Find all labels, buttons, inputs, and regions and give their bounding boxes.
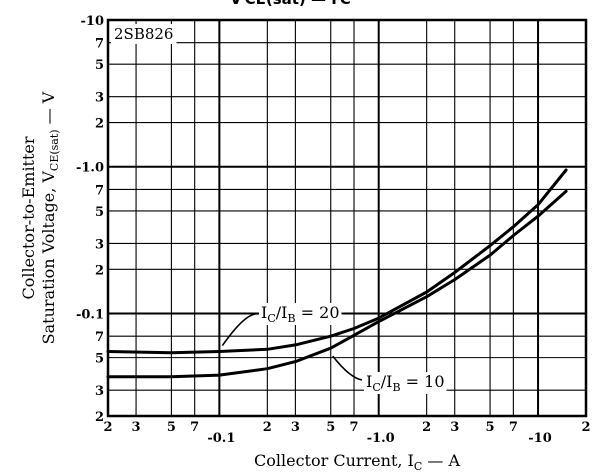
curves	[106, 168, 568, 379]
x-tick-label: 2	[581, 420, 590, 435]
y-tick-label: 5	[95, 205, 104, 220]
x-tick-label: 2	[263, 420, 272, 435]
x-axis-label: Collector Current, IC — A	[254, 451, 460, 473]
y-tick-label: 2	[95, 263, 104, 278]
x-tick-label: 5	[167, 420, 176, 435]
y-tick-label: 3	[95, 237, 104, 252]
series-leader-line	[221, 313, 259, 347]
x-tick-label: -1.0	[367, 431, 395, 446]
x-tick-label: 2	[422, 420, 431, 435]
plot-frame	[106, 18, 588, 418]
y-tick-label: -0.1	[76, 307, 104, 322]
y-tick-label: -10	[81, 14, 105, 29]
y-tick-label: 7	[95, 330, 104, 345]
x-tick-label: 2	[103, 420, 112, 435]
series-labels: IC/IB = 20 IC/IB = 10	[221, 303, 447, 394]
y-tick-label: -1.0	[76, 161, 104, 176]
x-tick-label: -0.1	[207, 431, 235, 446]
part-number: 2SB826	[114, 25, 173, 43]
y-tick-label: 3	[95, 91, 104, 106]
x-tick-labels: 2 3 5 7-0.12 3 5 7-1.02 3 5 7-102	[103, 420, 590, 446]
y-tick-label: 3	[95, 384, 104, 399]
y-tick-label: 5	[95, 58, 104, 73]
x-tick-label: 7	[509, 420, 518, 435]
series-label: IC/IB = 10	[366, 372, 445, 394]
y-tick-label: 7	[95, 37, 104, 52]
y-axis-label-line1: Collector-to-Emitter	[19, 136, 38, 299]
x-tick-label: -10	[528, 431, 552, 446]
y-axis-label: Collector-to-Emitter Saturation Voltage,…	[19, 91, 61, 344]
x-tick-label: 3	[132, 420, 141, 435]
y-tick-label: 5	[95, 352, 104, 367]
x-tick-label: 3	[450, 420, 459, 435]
series-leader-line	[332, 355, 363, 381]
y-axis-label-line2: Saturation Voltage, VCE(sat) — V	[39, 91, 61, 344]
grid	[108, 20, 586, 416]
x-tick-label: 5	[486, 420, 495, 435]
y-tick-labels: 2 3 5 7 -0.1 2 3 5 7 -1.0 2 3 5 7 -10	[76, 14, 104, 425]
series-label: IC/IB = 20	[261, 303, 340, 325]
curve-ic-ib-10	[106, 189, 568, 379]
x-tick-label: 7	[190, 420, 199, 435]
curve-ic-ib-20	[106, 168, 568, 355]
x-tick-label: 5	[326, 420, 335, 435]
y-tick-label: 2	[95, 410, 104, 425]
y-tick-label: 2	[95, 117, 104, 132]
chart-title: V CE(sat) — I C	[230, 0, 351, 8]
y-tick-label: 7	[95, 183, 104, 198]
x-tick-label: 7	[349, 420, 358, 435]
x-tick-label: 3	[291, 420, 300, 435]
